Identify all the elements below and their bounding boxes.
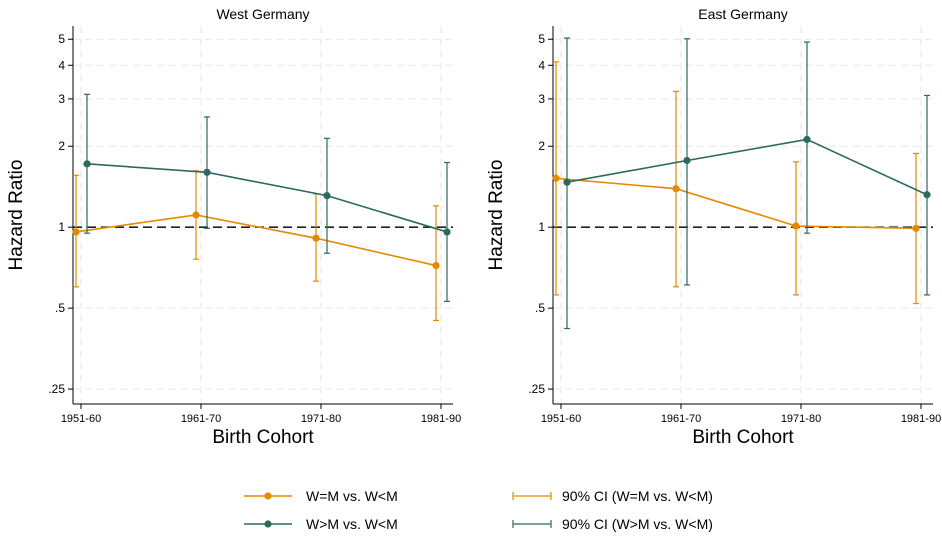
panel-title: East Germany bbox=[698, 6, 787, 22]
data-point bbox=[683, 156, 691, 165]
data-point bbox=[83, 160, 91, 168]
x-axis-title: Birth Cohort bbox=[212, 427, 314, 448]
y-axis-title: Hazard Ratio bbox=[6, 160, 27, 271]
y-tick-label: 1 bbox=[538, 220, 545, 234]
y-tick-label: .5 bbox=[55, 301, 65, 315]
legend-entry: 90% CI (W>M vs. W<M) bbox=[512, 516, 713, 532]
x-tick-label: 1981-90 bbox=[421, 413, 461, 425]
data-point bbox=[912, 224, 920, 232]
series-w-equal-m bbox=[552, 61, 920, 305]
chart-panel-west: .25 .5 1 2 3 4 5 1951-60 1961-70 1971-80 1981-90 We… bbox=[6, 6, 461, 448]
data-point bbox=[323, 192, 331, 200]
data-point bbox=[803, 135, 811, 144]
data-point bbox=[443, 228, 451, 236]
legend-marker-swatch bbox=[264, 492, 272, 500]
data-point bbox=[203, 168, 211, 176]
series-w-equal-m bbox=[72, 170, 440, 322]
y-tick-label: 4 bbox=[538, 58, 545, 72]
y-tick-label: .25 bbox=[528, 382, 545, 396]
x-tick-label: 1951-60 bbox=[61, 413, 101, 425]
x-axis-title: Birth Cohort bbox=[692, 427, 794, 448]
data-point bbox=[72, 228, 80, 236]
legend-label: W=M vs. W<M bbox=[306, 488, 398, 504]
x-tick-label: 1961-70 bbox=[181, 413, 221, 425]
panel-title: West Germany bbox=[216, 6, 309, 22]
legend-label: W>M vs. W<M bbox=[306, 516, 398, 532]
y-tick-label: 1 bbox=[58, 220, 65, 234]
legend-entry: W=M vs. W<M bbox=[244, 488, 398, 504]
x-tick-label: 1971-80 bbox=[781, 413, 821, 425]
data-point bbox=[792, 222, 800, 230]
series-line bbox=[566, 138, 928, 196]
y-tick-label: 4 bbox=[58, 58, 65, 72]
legend-label: 90% CI (W=M vs. W<M) bbox=[562, 488, 713, 504]
y-tick-label: 3 bbox=[538, 92, 545, 106]
x-tick-label: 1971-80 bbox=[301, 413, 341, 425]
data-point bbox=[923, 191, 931, 199]
y-tick-label: .25 bbox=[48, 382, 65, 396]
legend-label: 90% CI (W>M vs. W<M) bbox=[562, 516, 713, 532]
series-w-greater-m bbox=[563, 37, 931, 330]
series-line bbox=[555, 177, 917, 230]
y-tick-label: 2 bbox=[58, 139, 65, 153]
y-axis-title: Hazard Ratio bbox=[486, 160, 507, 271]
x-tick-label: 1961-70 bbox=[661, 413, 701, 425]
data-point bbox=[672, 185, 680, 193]
y-tick-label: 2 bbox=[538, 139, 545, 153]
legend-marker-swatch bbox=[264, 520, 272, 528]
data-point bbox=[552, 174, 560, 182]
data-point bbox=[432, 261, 440, 270]
legend: W=M vs. W<M 90% CI (W=M vs. W<M) W>M vs. W… bbox=[244, 488, 713, 532]
y-tick-label: .5 bbox=[535, 301, 545, 315]
chart-panel-east: .25 .5 1 2 3 4 5 1951-60 1961-70 1971-80 1981-90 Ea… bbox=[486, 6, 941, 448]
x-tick-label: 1951-60 bbox=[541, 413, 581, 425]
data-point bbox=[563, 178, 571, 186]
series-w-greater-m bbox=[83, 93, 451, 302]
y-tick-label: 5 bbox=[58, 32, 65, 46]
y-tick-label: 3 bbox=[58, 92, 65, 106]
data-point bbox=[192, 211, 200, 219]
x-tick-label: 1981-90 bbox=[901, 413, 941, 425]
legend-entry: W>M vs. W<M bbox=[244, 516, 398, 532]
series-line bbox=[86, 163, 448, 233]
data-point bbox=[312, 234, 320, 242]
series-line bbox=[75, 214, 437, 267]
y-tick-label: 5 bbox=[538, 32, 545, 46]
legend-entry: 90% CI (W=M vs. W<M) bbox=[512, 488, 713, 504]
